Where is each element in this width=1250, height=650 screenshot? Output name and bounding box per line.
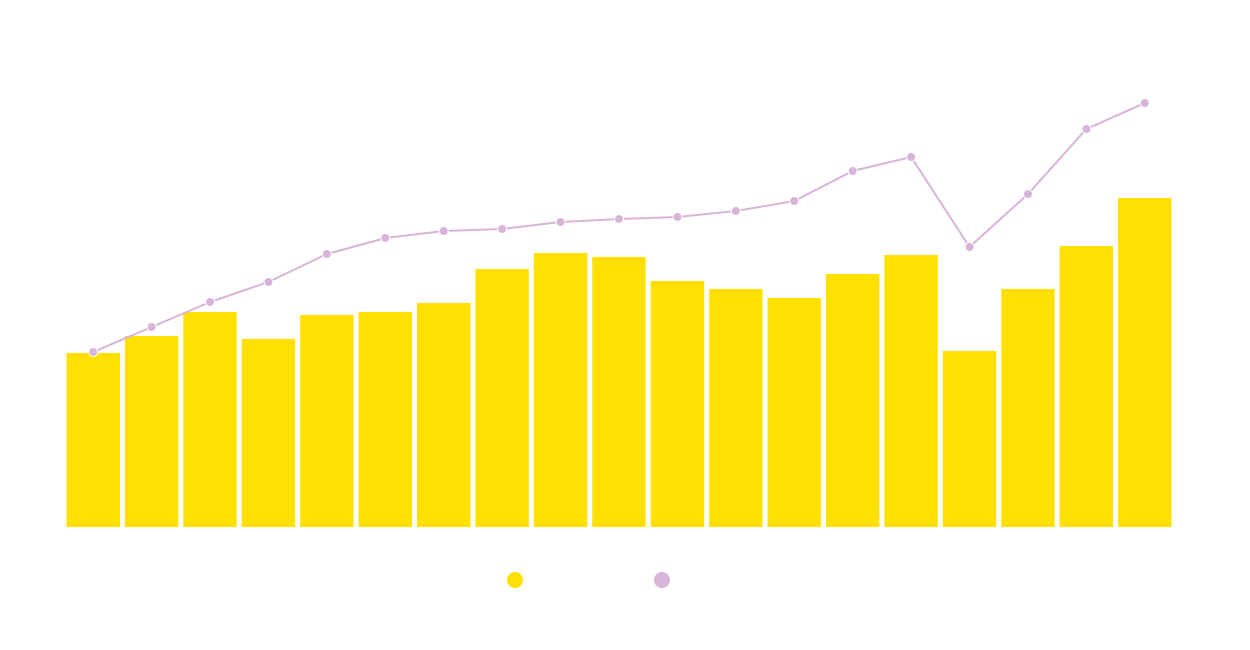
bar-16[interactable] xyxy=(1001,289,1055,527)
line-series xyxy=(88,98,1150,357)
line-point-18[interactable] xyxy=(1139,98,1150,108)
line-point-17[interactable] xyxy=(1081,124,1092,134)
line-point-14[interactable] xyxy=(906,152,917,162)
bar-5[interactable] xyxy=(358,312,413,527)
line-point-11[interactable] xyxy=(730,206,741,216)
line-point-7[interactable] xyxy=(497,224,508,234)
bar-10[interactable] xyxy=(650,281,705,527)
line-point-4[interactable] xyxy=(321,249,332,259)
line-point-0[interactable] xyxy=(88,347,99,357)
bar-18[interactable] xyxy=(1118,198,1172,527)
line-point-12[interactable] xyxy=(789,196,800,206)
bar-14[interactable] xyxy=(884,255,938,527)
bar-4[interactable] xyxy=(300,315,354,527)
bar-17[interactable] xyxy=(1059,246,1114,527)
bar-13[interactable] xyxy=(825,274,880,527)
legend-marker-1 xyxy=(654,572,670,588)
line-point-2[interactable] xyxy=(205,297,216,307)
line-point-8[interactable] xyxy=(555,217,566,227)
line-point-16[interactable] xyxy=(1022,189,1033,199)
bar-0[interactable] xyxy=(66,353,120,527)
line-point-1[interactable] xyxy=(146,322,157,332)
bar-3[interactable] xyxy=(241,339,296,527)
line-point-3[interactable] xyxy=(263,277,274,287)
bar-7[interactable] xyxy=(475,269,529,527)
line-point-6[interactable] xyxy=(438,226,449,236)
bar-series xyxy=(66,198,1172,527)
legend-marker-0 xyxy=(507,572,523,588)
legend-item-0[interactable] xyxy=(507,572,523,588)
legend-item-1[interactable] xyxy=(654,572,670,588)
bar-9[interactable] xyxy=(592,257,646,527)
line-point-15[interactable] xyxy=(964,242,975,252)
line-point-9[interactable] xyxy=(614,214,624,224)
bar-15[interactable] xyxy=(942,351,997,527)
line-point-5[interactable] xyxy=(380,233,391,243)
bar-2[interactable] xyxy=(183,312,237,527)
line-point-13[interactable] xyxy=(847,166,858,176)
bar-6[interactable] xyxy=(417,303,471,527)
bar-12[interactable] xyxy=(767,298,821,527)
bar-8[interactable] xyxy=(533,253,588,527)
bar-11[interactable] xyxy=(709,289,763,527)
legend xyxy=(507,572,670,588)
bar-1[interactable] xyxy=(124,336,179,527)
line-point-10[interactable] xyxy=(672,212,683,222)
